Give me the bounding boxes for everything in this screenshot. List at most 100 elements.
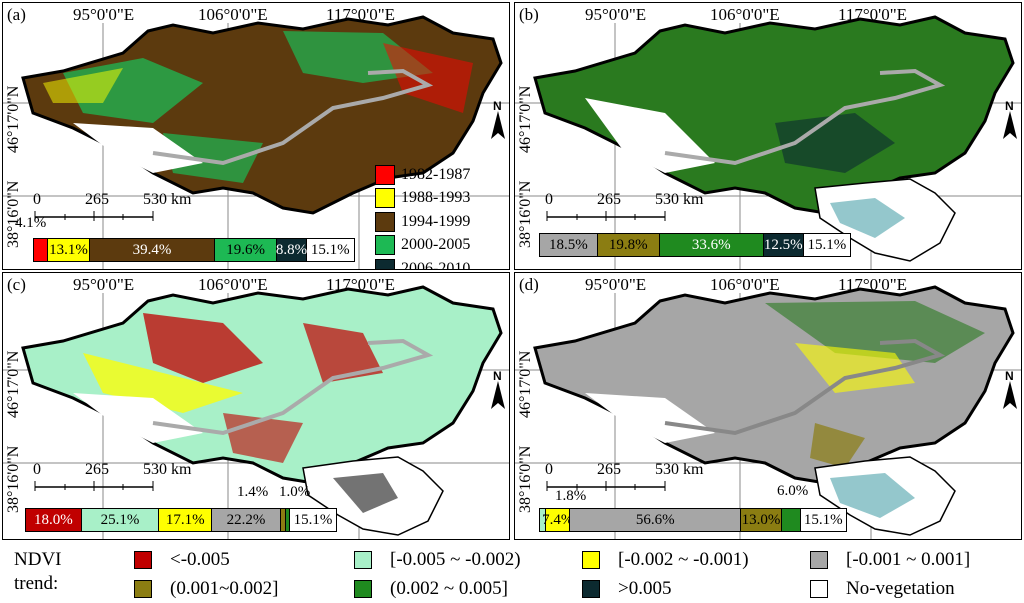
longitude-label: 117°0'0"E — [326, 275, 396, 294]
bar-segment: 17.1% — [159, 509, 213, 531]
panel-label: (a) — [7, 5, 26, 24]
longitude-label: 95°0'0"E — [73, 5, 135, 24]
north-arrow-icon — [491, 111, 505, 139]
scale-tick: 0 — [545, 191, 553, 208]
map-panel-b: (b) 95°0'0"E 106°0'0"E 117°0'0"E 46°17'0… — [514, 2, 1022, 270]
scale-tick: 0 — [33, 191, 41, 208]
proportion-bar-b: 18.5% 19.8% 33.6% 12.5% 15.1% — [539, 233, 851, 257]
bar-segment: 15.1% — [800, 509, 846, 531]
north-arrow-icon — [1003, 111, 1017, 139]
scale-tick: 530 km — [655, 191, 704, 208]
longitude-label: 106°0'0"E — [710, 5, 780, 24]
panel-label: (c) — [7, 275, 26, 294]
bar-segment: 19.6% — [214, 239, 278, 261]
panel-label: (b) — [519, 5, 539, 24]
bar-callout: 1.0% — [279, 484, 311, 500]
bar-segment: 56.6% — [570, 509, 742, 531]
legend-swatch — [134, 580, 152, 598]
legend-swatch — [375, 235, 395, 256]
legend-item: <-0.005 — [134, 549, 230, 571]
longitude-label: 95°0'0"E — [585, 275, 647, 294]
bar-callout: 1.8% — [555, 488, 587, 504]
latitude-label: 38°16'0"N — [5, 445, 22, 513]
bar-segment: 18.5% — [540, 234, 598, 256]
bar-segment: 33.6% — [659, 234, 764, 256]
legend-swatch — [810, 580, 828, 598]
scale-tick: 265 — [85, 191, 109, 208]
latitude-label: 38°16'0"N — [517, 180, 534, 248]
north-arrow-icon — [1003, 381, 1017, 409]
panel-label: (d) — [519, 275, 539, 294]
scale-tick: 265 — [85, 461, 109, 478]
north-label: N — [1005, 99, 1014, 113]
bar-segment: 15.1% — [306, 239, 354, 261]
scale-tick: 0 — [33, 461, 41, 478]
bar-segment: 13.1% — [47, 239, 91, 261]
map-panel-c: (c) 95°0'0"E 106°0'0"E 117°0'0"E 46°17'0… — [2, 272, 510, 540]
longitude-label: 106°0'0"E — [198, 5, 268, 24]
year-legend: 1982-1987 1988-1993 1994-1999 2000-2005 … — [375, 163, 470, 269]
map-panel-d: (d) 95°0'0"E 106°0'0"E 117°0'0"E 46°17'0… — [514, 272, 1022, 540]
scale-tick: 530 km — [143, 191, 192, 208]
bar-segment — [781, 509, 801, 531]
legend-swatch — [375, 211, 395, 232]
north-arrow-icon — [491, 381, 505, 409]
bar-segment — [286, 509, 291, 531]
bar-callout: 1.4% — [237, 484, 269, 500]
year-legend-item: 1994-1999 — [375, 210, 470, 234]
scale-tick: 530 km — [143, 461, 192, 478]
latitude-label: 46°17'0"N — [5, 350, 22, 418]
scale-tick: 0 — [545, 461, 553, 478]
bar-callout: 6.0% — [777, 483, 809, 499]
legend-swatch — [134, 551, 152, 569]
legend-swatch — [375, 258, 395, 269]
bar-segment: 22.2% — [212, 509, 281, 531]
bar-segment: 12.5% — [763, 234, 804, 256]
longitude-label: 95°0'0"E — [73, 275, 135, 294]
ndvi-legend: NDVI trend: <-0.005 [-0.005 ~ -0.002) [-… — [0, 540, 1024, 603]
map-canvas-c — [3, 285, 509, 539]
latitude-label: 46°17'0"N — [517, 85, 534, 153]
legend-item: [-0.001 ~ 0.001] — [810, 549, 970, 571]
scale-tick: 265 — [597, 461, 621, 478]
bar-segment — [34, 239, 48, 261]
map-canvas-a — [3, 15, 509, 269]
map-panel-a: (a) 95°0'0"E 106°0'0"E 117°0'0"E 46°17'0… — [2, 2, 510, 270]
scale-tick: 265 — [597, 191, 621, 208]
latitude-label: 38°16'0"N — [517, 445, 534, 513]
bar-segment: 25.1% — [81, 509, 160, 531]
bar-segment — [280, 509, 287, 531]
latitude-label: 46°17'0"N — [5, 85, 22, 153]
bar-callout: 4.1% — [15, 215, 47, 231]
proportion-bar-d: 7.4% 56.6% 13.0% 15.1% — [539, 508, 847, 532]
legend-swatch — [582, 551, 600, 569]
north-label: N — [493, 99, 502, 113]
longitude-label: 117°0'0"E — [838, 275, 908, 294]
legend-item: [-0.002 ~ -0.001) — [582, 549, 749, 571]
latitude-label: 46°17'0"N — [517, 350, 534, 418]
legend-swatch — [354, 580, 372, 598]
legend-item: >0.005 — [582, 578, 671, 600]
proportion-bar-a: 13.1% 39.4% 19.6% 8.8% 15.1% — [33, 238, 355, 262]
legend-item: (0.001~0.002] — [134, 578, 278, 600]
bar-segment: 7.4% — [542, 509, 573, 531]
legend-item: [-0.005 ~ -0.002) — [354, 549, 521, 571]
longitude-label: 106°0'0"E — [198, 275, 268, 294]
legend-swatch — [375, 188, 395, 209]
bar-segment: 15.1% — [290, 509, 337, 531]
bar-segment: 15.1% — [803, 234, 850, 256]
year-legend-item: 1988-1993 — [375, 187, 470, 211]
legend-item: No-vegetation — [810, 578, 955, 600]
year-legend-item: 2006-2010 — [375, 257, 470, 269]
proportion-bar-c: 18.0% 25.1% 17.1% 22.2% 15.1% — [25, 508, 337, 532]
map-canvas-b — [515, 15, 1021, 269]
north-label: N — [493, 369, 502, 383]
bar-segment: 18.0% — [26, 509, 82, 531]
longitude-label: 95°0'0"E — [585, 5, 647, 24]
longitude-label: 117°0'0"E — [838, 5, 908, 24]
map-canvas-d — [515, 285, 1021, 539]
legend-swatch — [582, 580, 600, 598]
legend-swatch — [354, 551, 372, 569]
longitude-label: 117°0'0"E — [326, 5, 396, 24]
year-legend-item: 1982-1987 — [375, 163, 470, 187]
